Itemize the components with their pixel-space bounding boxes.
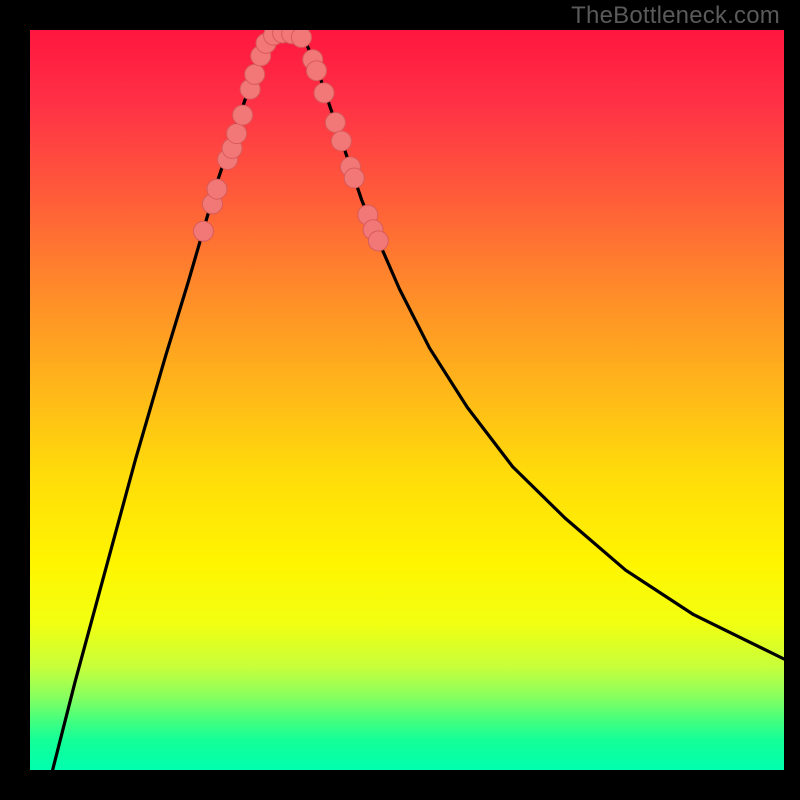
bottleneck-curve (53, 33, 784, 770)
data-marker (325, 113, 345, 133)
data-marker (233, 105, 253, 125)
frame-bottom (0, 770, 800, 800)
plot-area (30, 30, 784, 770)
data-marker (227, 124, 247, 144)
data-marker (207, 179, 227, 199)
chart-svg (30, 30, 784, 770)
data-marker (291, 30, 311, 47)
data-marker (331, 131, 351, 151)
data-marker (193, 221, 213, 241)
marker-group (193, 30, 388, 251)
watermark-text: TheBottleneck.com (571, 2, 780, 30)
frame-right (784, 0, 800, 800)
data-marker (368, 231, 388, 251)
data-marker (307, 61, 327, 81)
data-marker (314, 83, 334, 103)
data-marker (344, 168, 364, 188)
frame-left (0, 0, 30, 800)
data-marker (245, 64, 265, 84)
